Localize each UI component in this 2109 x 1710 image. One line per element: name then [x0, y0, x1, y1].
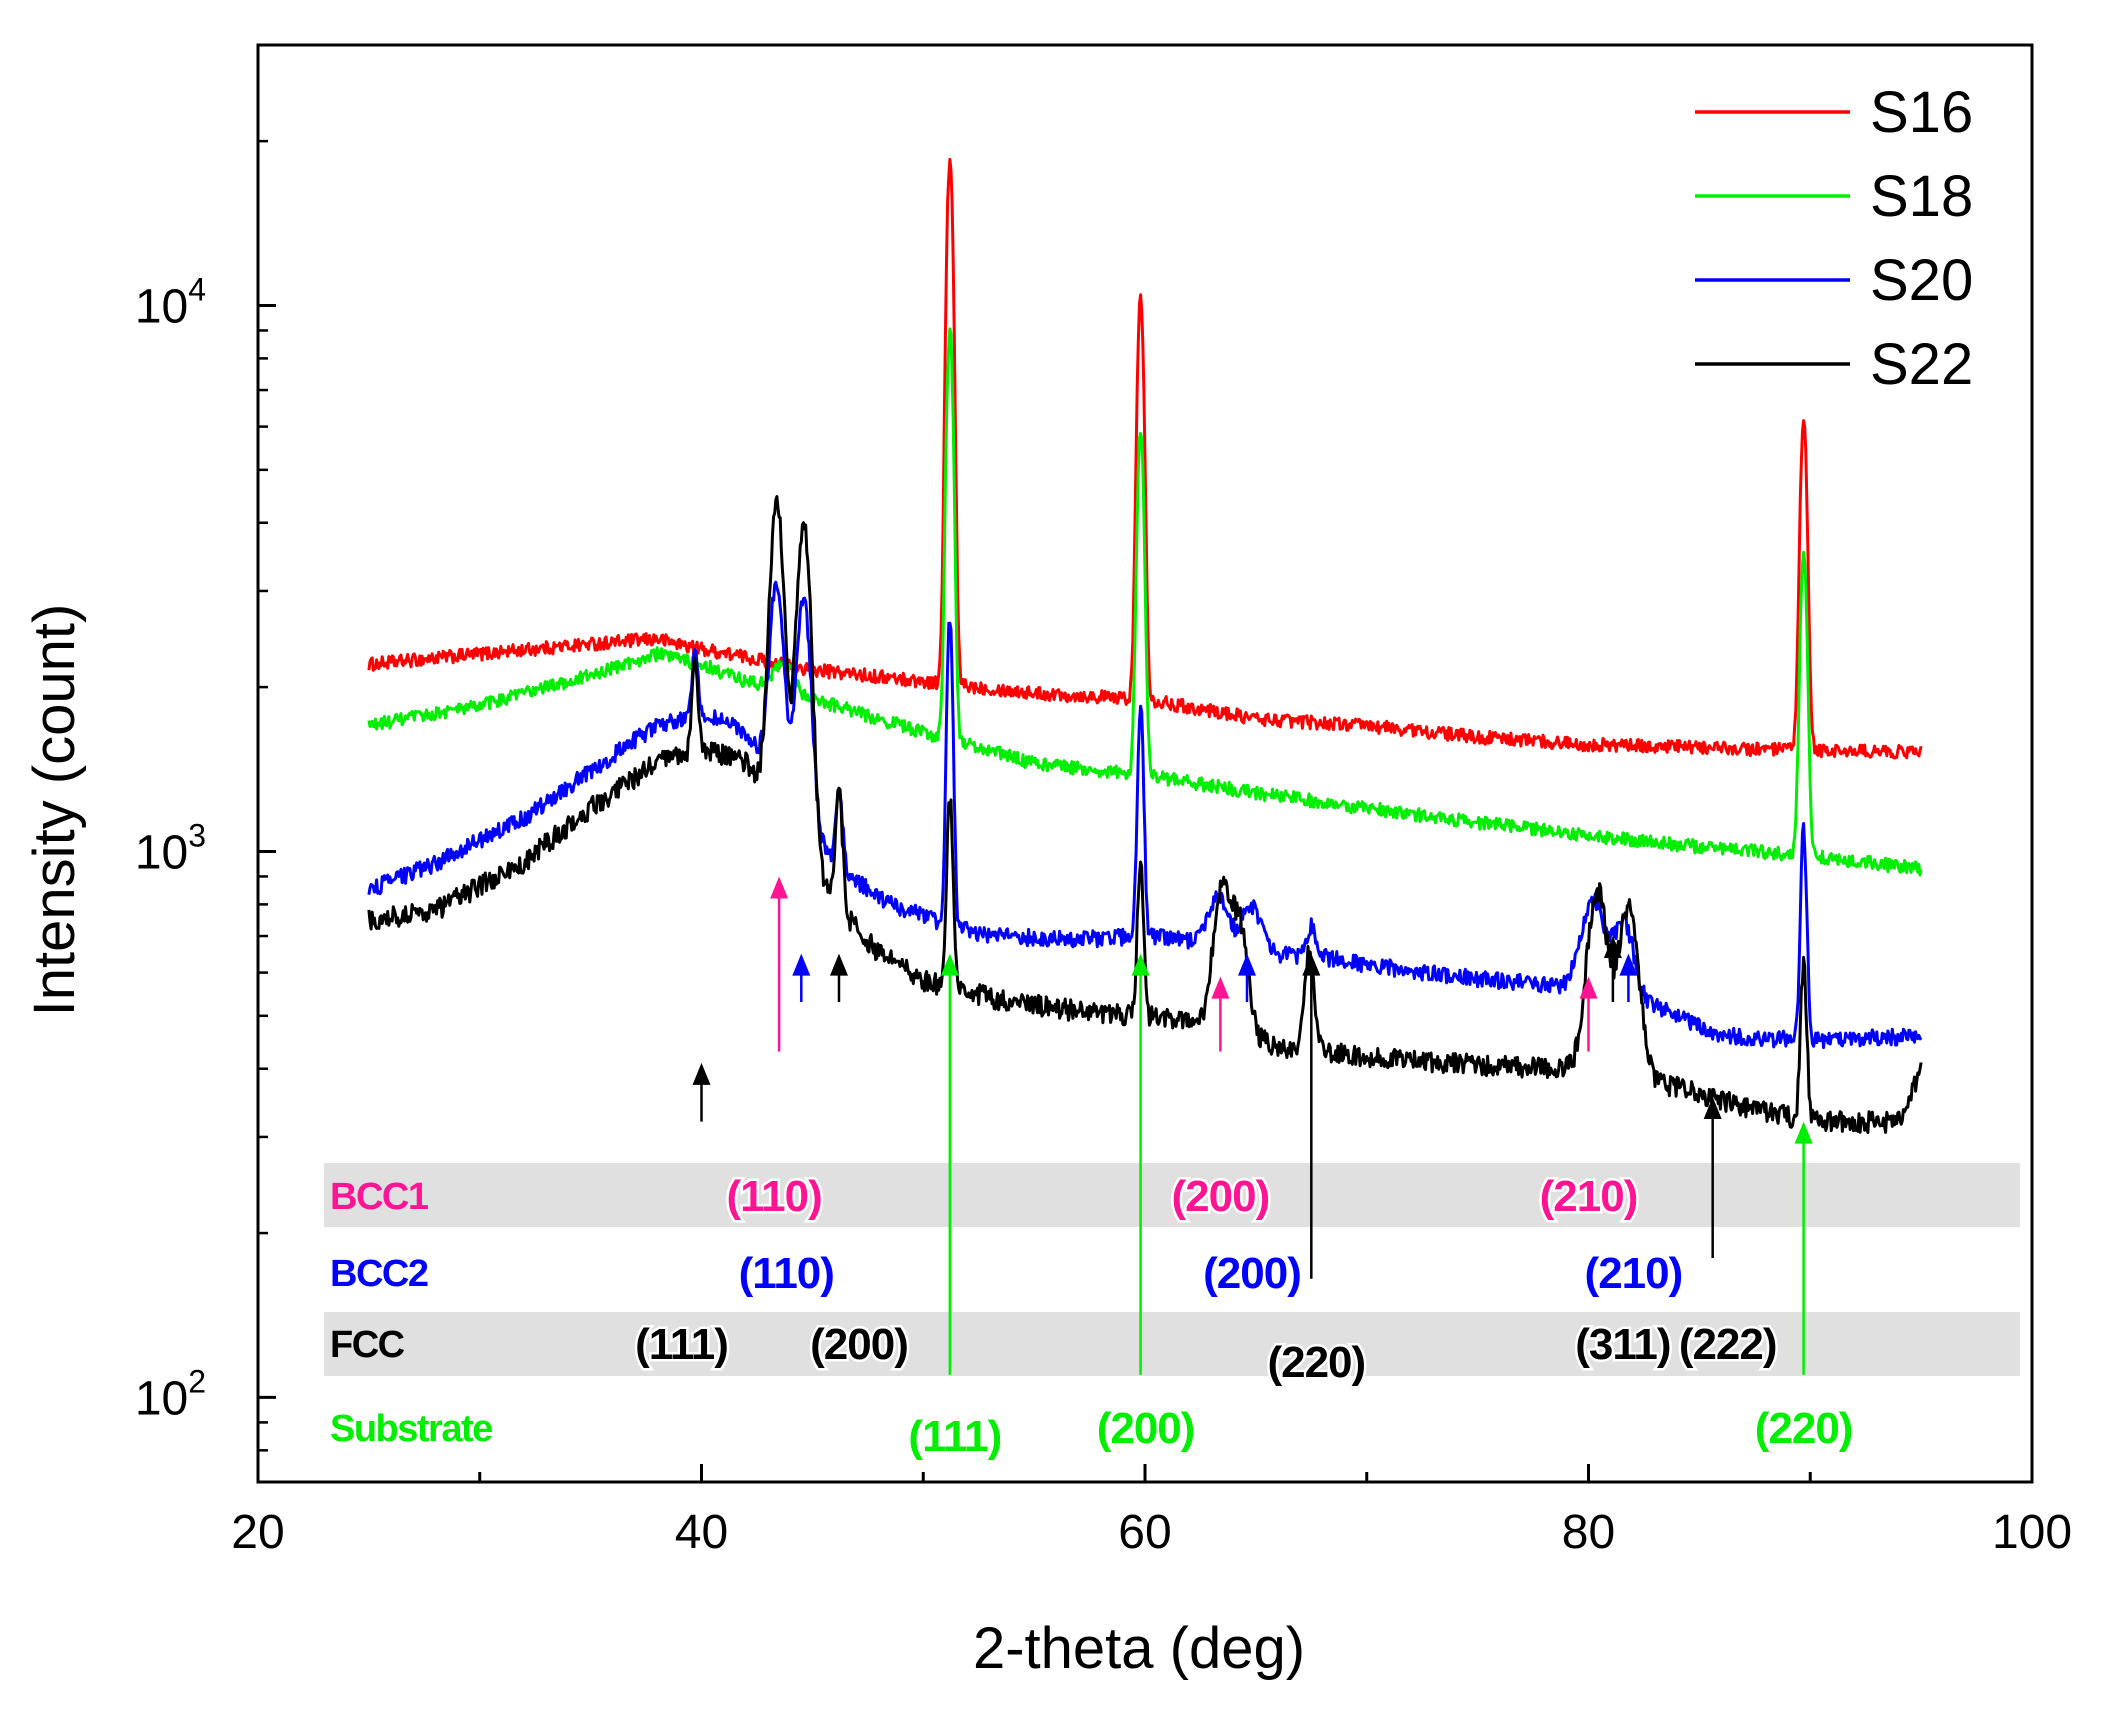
phase-label-bcc1: BCC1 — [330, 1176, 429, 1218]
legend-item-s20: S20 — [1695, 248, 1973, 313]
marker-arrowhead — [770, 876, 789, 899]
peak-label-fcc-6: (111) — [635, 1320, 728, 1369]
marker-arrowhead — [792, 953, 811, 976]
phase-band-1 — [324, 1312, 2020, 1376]
peak-marker-bcc1-0 — [770, 876, 789, 1052]
x-tick-label: 80 — [1562, 1506, 1615, 1559]
peak-marker-bcc2-5 — [1619, 953, 1638, 1002]
x-tick-label: 60 — [1118, 1506, 1171, 1559]
series-line-s20 — [367, 580, 1923, 1050]
peak-label-fcc-10: (222) — [1679, 1320, 1777, 1369]
series-lines — [367, 157, 1923, 1134]
marker-arrowhead — [692, 1062, 711, 1085]
peak-marker-bcc1-1 — [1211, 976, 1230, 1052]
phase-bands — [324, 1163, 2020, 1376]
peak-label-bcc1-2: (210) — [1540, 1172, 1638, 1221]
marker-arrowhead — [829, 953, 848, 976]
y-tick-label: 102 — [135, 1363, 206, 1425]
x-axis-ticks: 20 40 60 80 100 — [231, 1464, 2072, 1559]
peak-marker-fcc-7 — [829, 953, 848, 1002]
legend-label: S22 — [1870, 332, 1973, 397]
legend-label: S16 — [1870, 80, 1973, 145]
series-line-s22 — [367, 495, 1923, 1134]
marker-arrowhead — [1302, 953, 1321, 976]
peak-marker-fcc-10 — [1703, 1097, 1722, 1259]
peak-label-fcc-8: (220) — [1267, 1338, 1365, 1387]
peak-marker-substrate-13 — [1794, 1121, 1813, 1375]
marker-arrowhead — [1579, 976, 1598, 999]
legend-label: S18 — [1870, 164, 1973, 229]
peak-marker-bcc2-3 — [792, 953, 811, 1002]
peak-marker-fcc-9 — [1603, 936, 1622, 1002]
peak-label-bcc2-5: (210) — [1585, 1249, 1683, 1298]
marker-arrowhead — [1619, 953, 1638, 976]
peak-marker-fcc-6 — [692, 1062, 711, 1122]
peak-label-substrate-12: (200) — [1097, 1404, 1195, 1453]
y-tick-label: 103 — [135, 817, 206, 879]
peak-label-bcc2-4: (200) — [1203, 1249, 1301, 1298]
phase-label-substrate: Substrate — [330, 1408, 492, 1450]
legend-item-s16: S16 — [1695, 80, 1973, 145]
peak-marker-substrate-12 — [1131, 953, 1150, 1375]
phase-label-bcc2: BCC2 — [330, 1253, 428, 1295]
phase-band-0 — [324, 1163, 2020, 1227]
series-line-s16 — [367, 157, 1923, 760]
marker-arrowhead — [1238, 953, 1257, 976]
marker-arrowhead — [1794, 1121, 1813, 1144]
x-tick-label: 100 — [1992, 1506, 2072, 1559]
y-axis-ticks: 102 103 104 — [135, 139, 276, 1452]
phase-labels: BCC1 BCC2 FCC Substrate — [330, 1176, 494, 1450]
marker-arrowhead — [940, 953, 959, 976]
peak-label-substrate-13: (220) — [1755, 1404, 1853, 1453]
y-axis-title: Intensity (count) — [22, 604, 87, 1017]
peak-label-substrate-11: (111) — [908, 1412, 1001, 1461]
peak-marker-bcc2-4 — [1238, 953, 1257, 1002]
peak-label-bcc1-0: (110) — [726, 1172, 821, 1221]
peak-label-bcc2-3: (110) — [739, 1249, 834, 1298]
x-tick-label: 40 — [675, 1506, 728, 1559]
peak-label-fcc-9: (311) — [1575, 1320, 1670, 1369]
phase-label-fcc: FCC — [330, 1324, 405, 1366]
plot-frame — [256, 43, 2034, 1484]
peak-marker-fcc-8 — [1302, 953, 1321, 1279]
peak-marker-substrate-11 — [940, 953, 959, 1375]
peak-labels: (110) (200) (210)(110) (200) (210)(111) (200)… — [633, 1170, 1856, 1464]
peak-markers — [692, 876, 1813, 1375]
marker-arrowhead — [1603, 936, 1622, 959]
marker-arrowhead — [1211, 976, 1230, 999]
x-tick-label: 20 — [231, 1506, 284, 1559]
marker-arrowhead — [1131, 953, 1150, 976]
peak-marker-bcc1-2 — [1579, 976, 1598, 1052]
y-tick-label: 104 — [135, 271, 206, 333]
legend: S16 S18 S20 S22 — [1695, 80, 1973, 397]
peak-label-fcc-7: (200) — [810, 1320, 908, 1369]
marker-arrowhead — [1703, 1097, 1722, 1120]
legend-label: S20 — [1870, 248, 1973, 313]
peak-label-bcc1-1: (200) — [1172, 1172, 1270, 1221]
legend-item-s18: S18 — [1695, 164, 1973, 229]
legend-item-s22: S22 — [1695, 332, 1973, 397]
series-line-s18 — [367, 327, 1923, 877]
x-axis-title: 2-theta (deg) — [973, 1616, 1305, 1681]
